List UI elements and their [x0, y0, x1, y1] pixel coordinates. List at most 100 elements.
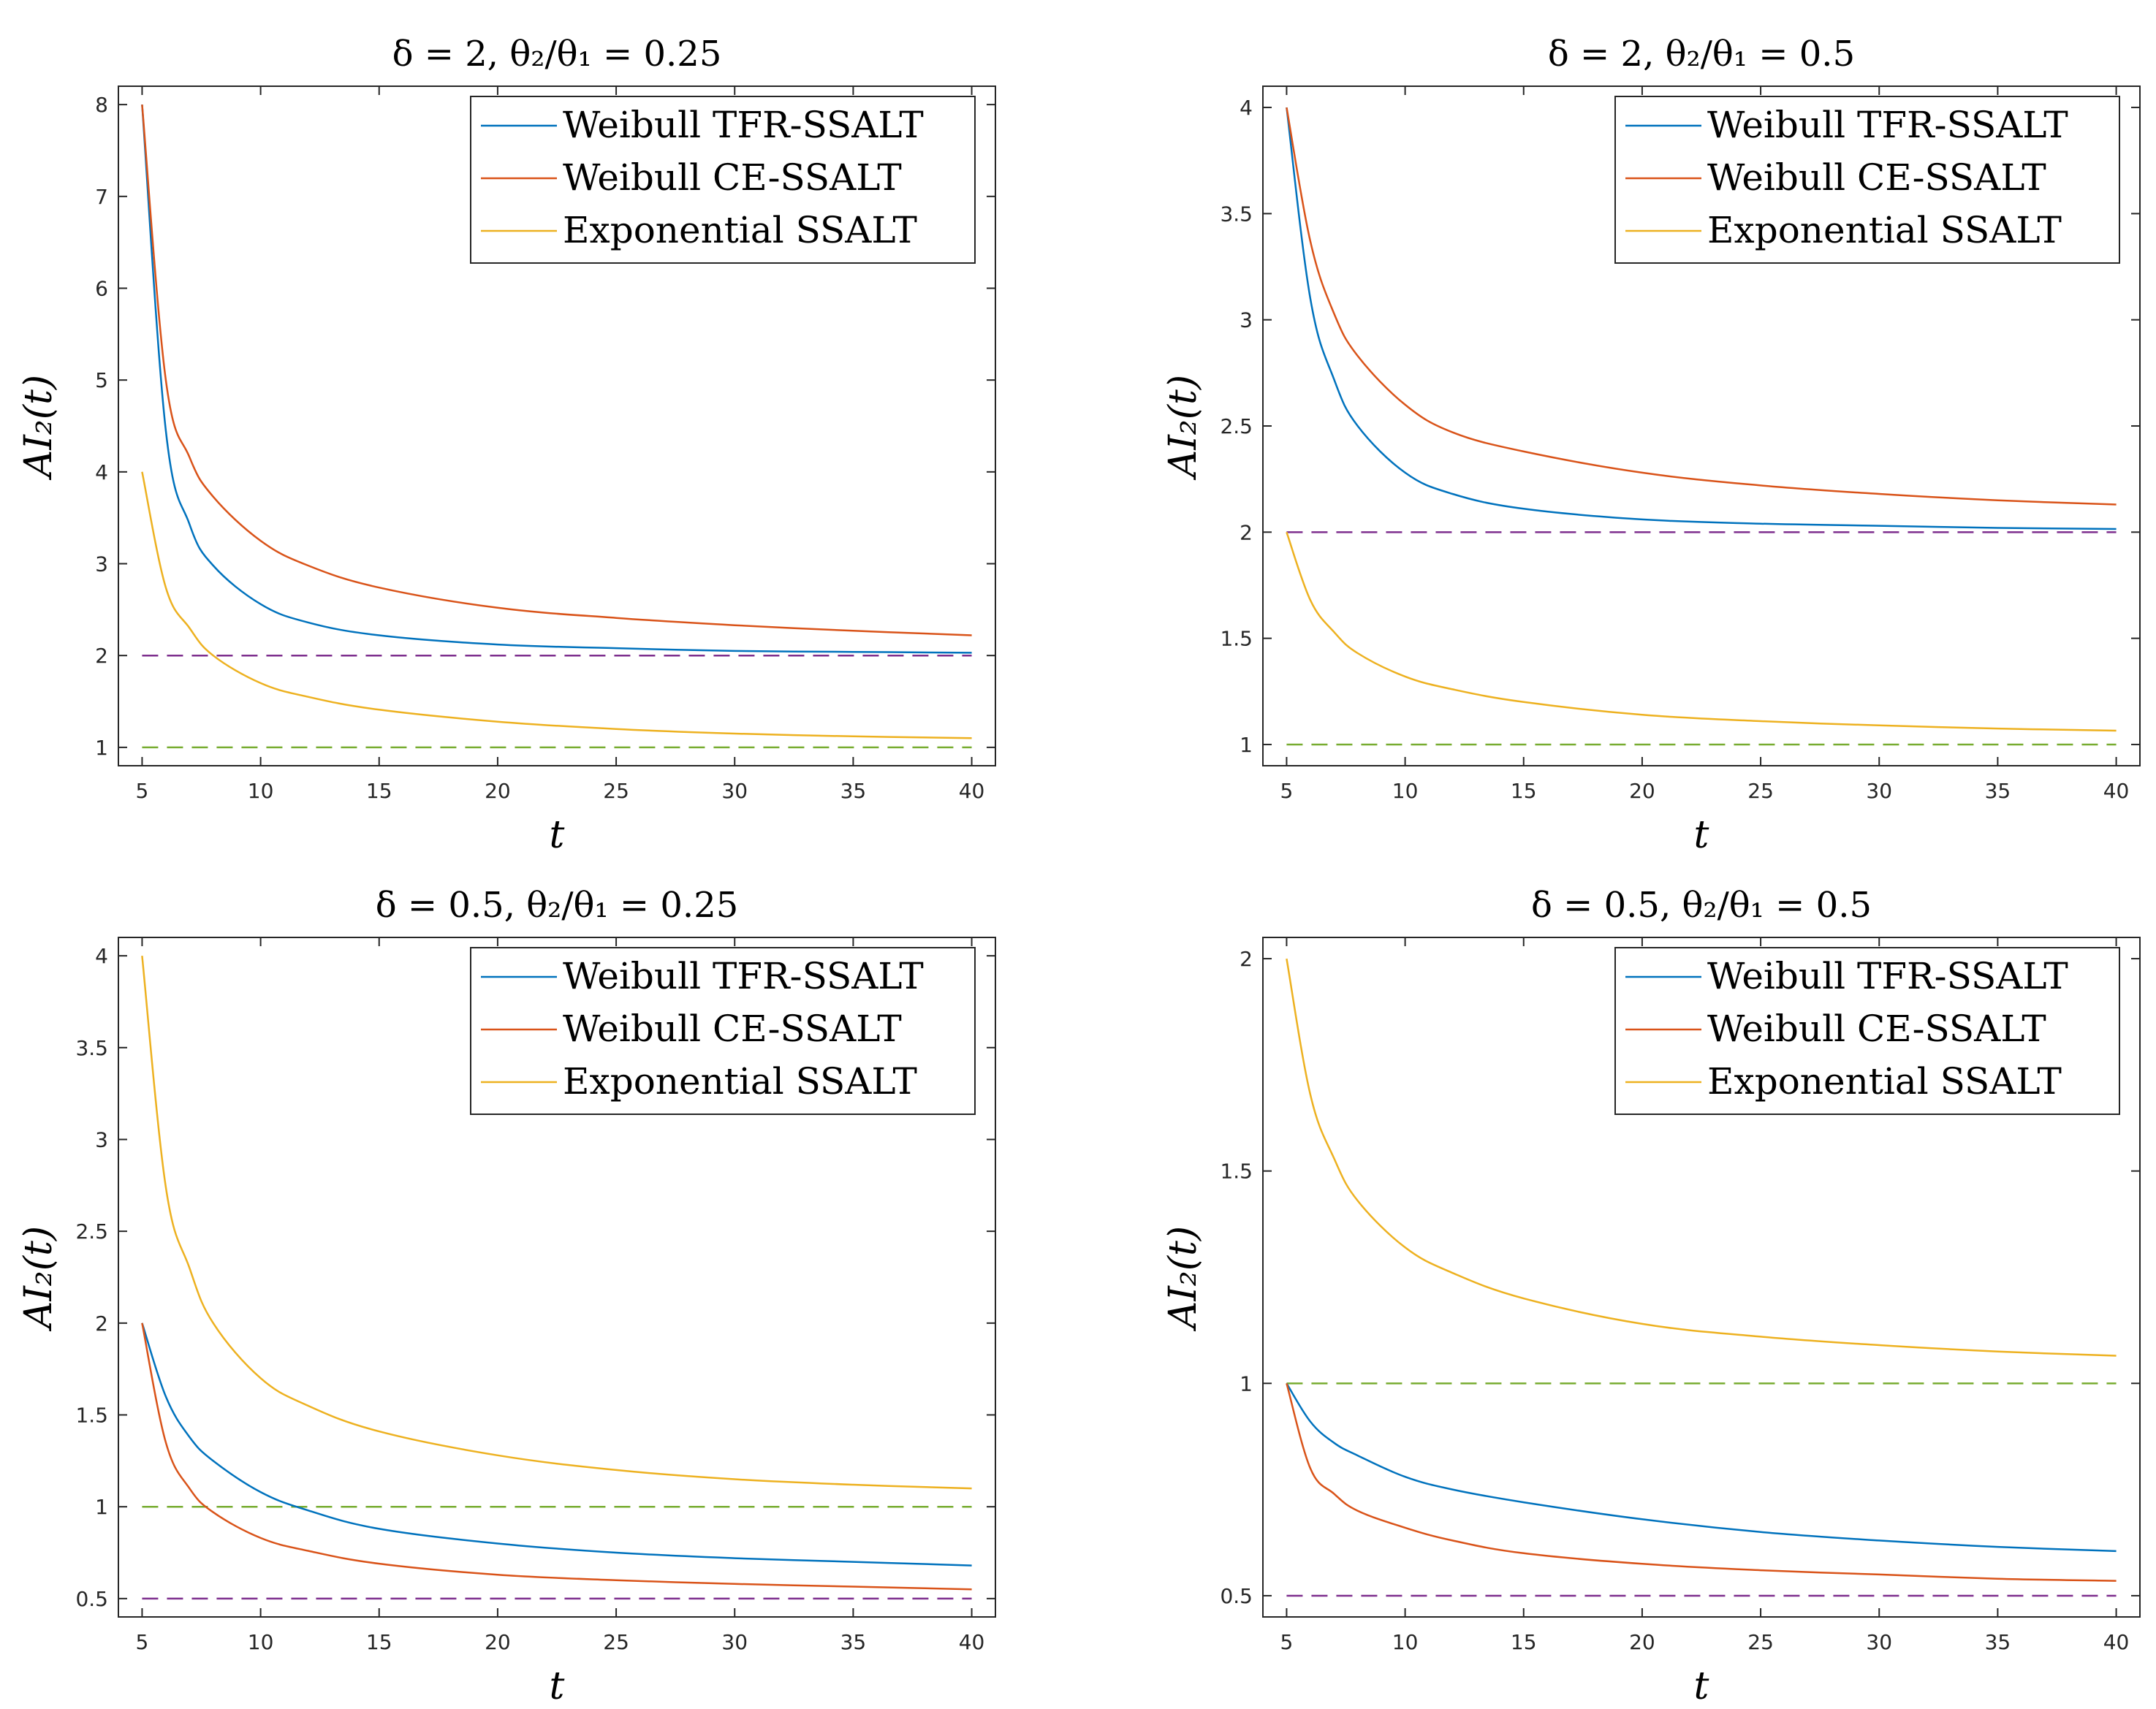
legend-entry-label: Weibull TFR-SSALT — [1707, 955, 2068, 997]
y-tick-label: 1 — [1240, 1371, 1253, 1396]
y-tick-label: 1 — [95, 1495, 108, 1519]
series-line-tfr — [1286, 1382, 2117, 1553]
x-axis-label: t — [550, 813, 565, 857]
y-tick-label: 1 — [95, 736, 108, 760]
series-line-tfr — [141, 104, 972, 654]
y-axis-label: AI₂(t) — [1161, 375, 1205, 480]
y-tick-label: 8 — [95, 93, 108, 117]
legend: Weibull TFR-SSALT Weibull CE-SSALT Exponen… — [1614, 96, 2120, 264]
x-tick-label: 40 — [2103, 779, 2130, 803]
chart-title: δ = 0.5, θ₂/θ₁ = 0.25 — [376, 885, 739, 926]
x-tick-label: 25 — [603, 779, 629, 803]
chart-panel-3: 5 10 15 20 25 30 35 40 0.5 1 1.5 2 2.5 3 3.5 4 δ = 0.5, … — [17, 885, 996, 1708]
y-tick-label: 6 — [95, 276, 108, 300]
legend-entry-label: Weibull CE-SSALT — [1707, 1008, 2046, 1050]
x-tick-label: 15 — [1511, 779, 1537, 803]
chart-panel-4: 5 10 15 20 25 30 35 40 0.5 1 1.5 2 δ = 0.5, θ₂/θ₁ = … — [1161, 885, 2141, 1708]
legend-entry-label: Weibull CE-SSALT — [563, 156, 902, 199]
x-tick-label: 20 — [485, 1630, 511, 1654]
x-tick-label: 10 — [1392, 1630, 1419, 1654]
y-tick-label: 1 — [1240, 733, 1253, 757]
y-tick-label: 2 — [95, 644, 108, 668]
x-tick-label: 25 — [1747, 1630, 1774, 1654]
x-tick-label: 5 — [1280, 779, 1294, 803]
x-tick-label: 30 — [1866, 1630, 1892, 1654]
series-line-ce — [141, 1322, 972, 1591]
y-tick-label: 3.5 — [75, 1036, 108, 1060]
x-tick-label: 40 — [2103, 1630, 2130, 1654]
legend: Weibull TFR-SSALT Weibull CE-SSALT Exponen… — [470, 96, 976, 264]
series-line-exp — [1286, 531, 2117, 732]
y-tick-label: 3 — [95, 552, 108, 576]
series-line-exp — [141, 955, 972, 1490]
y-tick-label: 0.5 — [1220, 1584, 1253, 1608]
series-line-exp — [1286, 958, 2117, 1357]
x-tick-label: 35 — [840, 1630, 867, 1654]
y-tick-label: 3 — [1240, 308, 1253, 332]
y-tick-label: 2 — [1240, 947, 1253, 971]
series-line-ce — [1286, 1382, 2117, 1582]
legend: Weibull TFR-SSALT Weibull CE-SSALT Exponen… — [470, 947, 976, 1115]
y-axis-label: AI₂(t) — [17, 375, 61, 480]
x-tick-label: 20 — [485, 779, 511, 803]
x-tick-label: 10 — [248, 1630, 274, 1654]
series-line-tfr — [141, 1322, 972, 1567]
x-tick-label: 35 — [1985, 1630, 2011, 1654]
legend-box — [470, 947, 976, 1115]
x-axis-label: t — [1694, 1664, 1709, 1708]
x-tick-label: 5 — [1280, 1630, 1294, 1654]
y-tick-label: 1.5 — [1220, 1160, 1253, 1184]
y-tick-label: 4 — [95, 944, 108, 968]
x-tick-label: 15 — [1511, 1630, 1537, 1654]
series-line-tfr — [1286, 107, 2117, 530]
series-line-ce — [1286, 107, 2117, 506]
chart-panel-2: 5 10 15 20 25 30 35 40 1 1.5 2 2.5 3 3.5 4 δ = 2, θ₂/θ₁… — [1161, 34, 2141, 857]
y-tick-label: 0.5 — [75, 1587, 108, 1611]
x-tick-label: 40 — [959, 1630, 985, 1654]
chart-title: δ = 2, θ₂/θ₁ = 0.5 — [1548, 34, 1855, 75]
legend-box — [470, 96, 976, 264]
y-tick-label: 1.5 — [75, 1404, 108, 1428]
y-tick-label: 5 — [95, 368, 108, 392]
x-tick-label: 10 — [1392, 779, 1419, 803]
y-tick-label: 2 — [95, 1312, 108, 1336]
legend-entry-label: Exponential SSALT — [563, 209, 917, 251]
y-tick-label: 2 — [1240, 520, 1253, 544]
legend-entry-label: Weibull TFR-SSALT — [563, 104, 924, 146]
y-axis-label: AI₂(t) — [17, 1226, 61, 1331]
x-tick-label: 15 — [366, 1630, 392, 1654]
x-tick-label: 35 — [1985, 779, 2011, 803]
y-tick-label: 4 — [1240, 96, 1253, 120]
x-axis-label: t — [1694, 813, 1709, 857]
legend-entry-label: Exponential SSALT — [1707, 209, 2062, 251]
y-tick-label: 2.5 — [1220, 414, 1253, 438]
chart-panel-1: 5 10 15 20 25 30 35 40 1 2 3 4 5 6 7 8 δ = 2, θ₂/θ₁ = 0.… — [17, 34, 996, 857]
x-tick-label: 25 — [603, 1630, 629, 1654]
series-line-ce — [141, 104, 972, 636]
x-tick-label: 20 — [1629, 779, 1655, 803]
y-tick-label: 2.5 — [75, 1219, 108, 1244]
x-tick-label: 25 — [1747, 779, 1774, 803]
series-line-exp — [141, 471, 972, 739]
chart-title: δ = 0.5, θ₂/θ₁ = 0.5 — [1531, 885, 1872, 926]
x-tick-label: 30 — [721, 1630, 748, 1654]
x-tick-label: 30 — [1866, 779, 1892, 803]
legend-entry-label: Weibull TFR-SSALT — [563, 955, 924, 997]
x-tick-label: 5 — [136, 1630, 149, 1654]
legend-entry-label: Exponential SSALT — [1707, 1060, 2062, 1103]
legend-entry-label: Weibull CE-SSALT — [1707, 156, 2046, 199]
legend-box — [1614, 96, 2120, 264]
x-tick-label: 10 — [248, 779, 274, 803]
legend-entry-label: Weibull TFR-SSALT — [1707, 104, 2068, 146]
y-tick-label: 7 — [95, 185, 108, 209]
legend-box — [1614, 947, 2120, 1115]
x-axis-label: t — [550, 1664, 565, 1708]
y-tick-label: 3.5 — [1220, 202, 1253, 226]
legend-entry-label: Exponential SSALT — [563, 1060, 917, 1103]
x-tick-label: 35 — [840, 779, 867, 803]
x-tick-label: 40 — [959, 779, 985, 803]
x-tick-label: 20 — [1629, 1630, 1655, 1654]
y-tick-label: 1.5 — [1220, 627, 1253, 651]
y-tick-label: 3 — [95, 1127, 108, 1152]
